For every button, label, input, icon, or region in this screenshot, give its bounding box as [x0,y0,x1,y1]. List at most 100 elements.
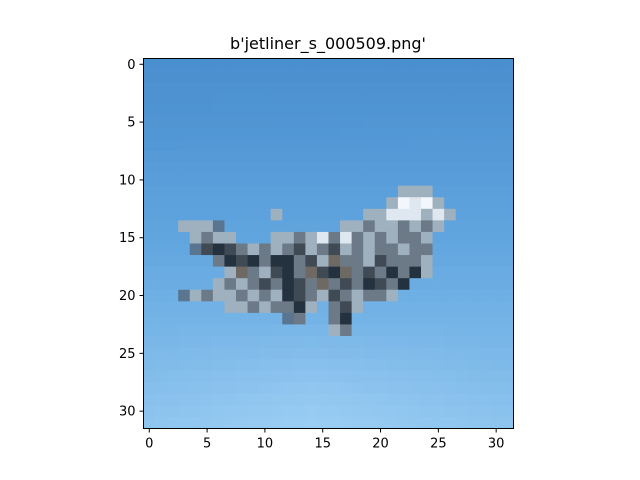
pixel [328,162,341,175]
pixel [259,324,272,337]
pixel [467,359,480,372]
pixel [386,405,399,418]
pixel [166,416,179,429]
pixel [166,336,179,348]
pixel [236,151,248,163]
pixel [259,312,272,325]
pixel [386,162,399,175]
pixel [397,70,410,83]
pixel [236,81,248,94]
pixel [386,208,399,221]
pixel [259,220,272,233]
pixel [247,162,260,175]
pixel [386,336,399,348]
pixel [143,151,156,163]
pixel [386,197,399,210]
pixel [282,324,295,337]
pixel [340,220,353,233]
pixel [247,336,260,348]
pixel [224,127,237,140]
pixel [478,127,491,140]
pixel [189,116,202,129]
pixel [293,139,306,152]
pixel [363,336,376,348]
pixel [363,70,376,83]
pixel [143,266,156,279]
pixel [316,231,329,244]
pixel [455,301,468,314]
pixel [455,370,468,383]
pixel [421,70,433,83]
pixel [501,278,514,291]
pixel [478,301,491,314]
pixel [236,93,248,106]
pixel [247,127,260,140]
pixel [236,255,248,268]
pixel [478,393,491,406]
pixel [259,336,272,348]
pixel [305,162,318,175]
x-tick-label: 25 [430,437,447,452]
pixel [409,278,422,291]
pixel [178,312,191,325]
pixel [259,382,272,395]
pixel [189,405,202,418]
pixel [444,197,457,210]
pixel [421,405,433,418]
pixel [455,93,468,106]
pixel [386,243,399,256]
pixel [490,266,503,279]
pixel [236,289,248,302]
pixel [409,81,422,94]
pixel [178,220,191,233]
pixel [166,393,179,406]
pixel [305,139,318,152]
pixel [386,289,399,302]
pixel [374,139,387,152]
pixel [363,127,376,140]
pixel [282,185,295,198]
pixel [282,93,295,106]
pixel [386,104,399,117]
pixel [478,370,491,383]
pixel [259,208,272,221]
pixel [363,301,376,314]
pixel [432,185,445,198]
pixel [143,139,156,152]
pixel [201,255,214,268]
pixel [432,93,445,106]
pixel [455,58,468,71]
pixel [374,116,387,129]
pixel [455,220,468,233]
pixel [189,231,202,244]
pixel [247,70,260,83]
pixel [189,139,202,152]
pixel [178,266,191,279]
pixel [201,243,214,256]
pixel [247,278,260,291]
pixel [282,70,295,83]
pixel [467,93,480,106]
pixel [143,416,156,429]
pixel [189,324,202,337]
pixel [351,93,364,106]
pixel [212,347,225,360]
pixel [374,58,387,71]
pixel [166,312,179,325]
pixel [340,405,353,418]
pixel [374,301,387,314]
pixel [374,151,387,163]
pixel [270,266,283,279]
pixel [236,382,248,395]
pixel [397,231,410,244]
pixel [224,347,237,360]
pixel [305,289,318,302]
pixel [490,220,503,233]
pixel [270,336,283,348]
pixel [501,162,514,175]
pixel [490,416,503,429]
pixel [293,127,306,140]
pixel [501,208,514,221]
pixel [467,104,480,117]
pixel [155,301,168,314]
